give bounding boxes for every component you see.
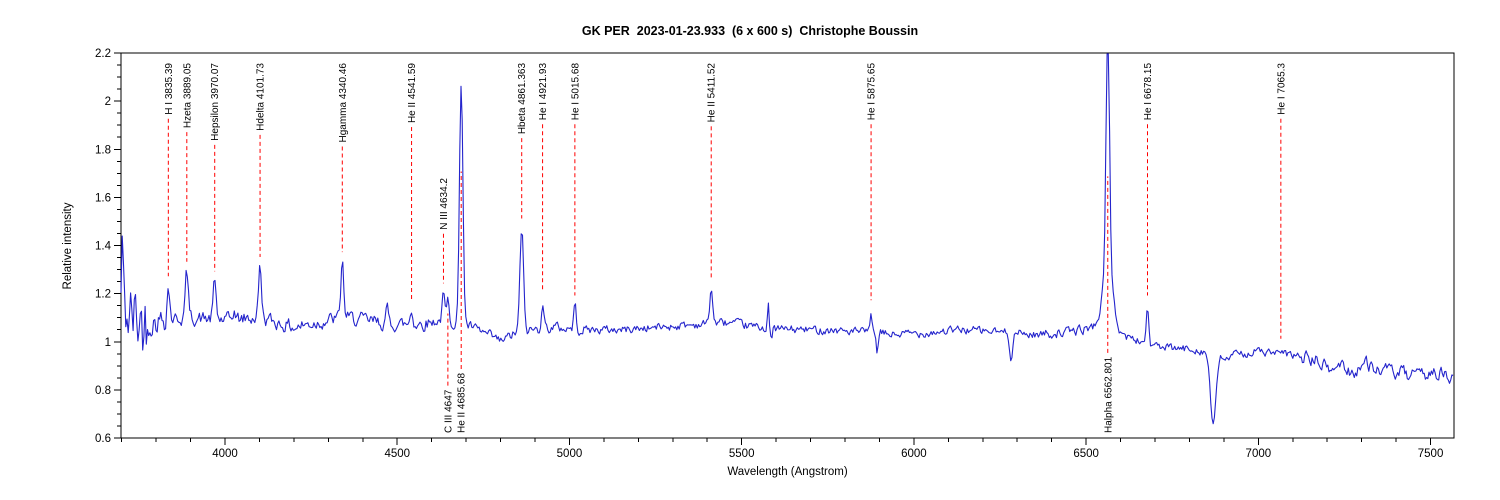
spectral-line-marker: Hgamma 4340.46	[338, 63, 349, 253]
spectral-line-label: H I 3835.39	[164, 63, 175, 115]
spectral-line-marker: Hzeta 3889.05	[182, 63, 193, 262]
x-axis-label: Wavelength (Angstrom)	[727, 466, 848, 478]
spectral-line-marker: Halpha 6562.801	[1103, 176, 1114, 433]
y-tick-label: 2	[105, 96, 111, 108]
x-tick-label: 5000	[557, 448, 583, 460]
chart-title: GK PER 2023-01-23.933 (6 x 600 s) Christ…	[581, 24, 919, 38]
spectral-line-label: Hepsilon 3970.07	[210, 63, 221, 141]
y-tick-label: 0.8	[95, 385, 111, 397]
x-tick-label: 5500	[729, 448, 755, 460]
spectral-line-label: Hdelta 4101.73	[256, 63, 267, 131]
spectral-line-marker: Hdelta 4101.73	[256, 63, 267, 257]
x-tick-label: 4500	[384, 448, 410, 460]
spectral-line-marker: He II 5411.52	[707, 63, 718, 279]
spectral-line-label: He I 6678.15	[1143, 63, 1154, 121]
spectral-line-marker: He II 4541.59	[407, 63, 418, 301]
y-tick-label: 1.6	[95, 192, 111, 204]
spectral-line-marker: Hepsilon 3970.07	[210, 63, 221, 272]
y-tick-label: 2.2	[95, 48, 111, 60]
spectral-line-label: He I 4921.93	[538, 63, 549, 121]
spectral-line-label: He II 5411.52	[707, 63, 718, 123]
spectral-line-label: He I 5015.68	[570, 63, 581, 121]
spectral-line-marker: N III 4634.2	[439, 178, 450, 284]
spectral-line-label: N III 4634.2	[439, 178, 450, 230]
y-tick-label: 1.2	[95, 289, 111, 301]
spectral-line-marker: He I 4921.93	[538, 63, 549, 291]
spectral-line-label: Hbeta 4861.363	[517, 63, 528, 135]
x-tick-label: 7000	[1246, 448, 1272, 460]
spectral-line-marker: H I 3835.39	[164, 63, 175, 277]
x-tick-label: 6000	[901, 448, 927, 460]
y-tick-label: 1	[105, 337, 111, 349]
spectral-line-marker: C III 4647	[443, 313, 454, 433]
y-tick-label: 0.6	[95, 433, 111, 445]
spectral-line-label: He II 4541.59	[407, 63, 418, 123]
spectral-line-marker: He I 5015.68	[570, 63, 581, 296]
x-tick-label: 7500	[1418, 448, 1444, 460]
spectral-line-marker: He I 5875.65	[867, 63, 878, 301]
spectral-line-label: Halpha 6562.801	[1103, 356, 1114, 433]
spectral-line-marker: He I 7065.3	[1276, 63, 1287, 339]
spectral-line-label: He II 4685.68	[457, 373, 468, 433]
spectral-line-marker: He II 4685.68	[457, 171, 468, 433]
spectral-line-label: He I 7065.3	[1276, 63, 1287, 115]
spectrum-line	[120, 53, 1454, 425]
spectral-line-label: C III 4647	[443, 389, 454, 433]
spectral-line-marker: Hbeta 4861.363	[517, 63, 528, 219]
x-tick-label: 4000	[212, 448, 238, 460]
y-tick-label: 1.4	[95, 241, 112, 253]
spectral-line-marker: He I 6678.15	[1143, 63, 1154, 296]
plot-frame	[120, 52, 1455, 439]
spectral-line-label: Hzeta 3889.05	[182, 63, 193, 128]
spectral-line-label: Hgamma 4340.46	[338, 63, 349, 143]
x-tick-label: 6500	[1073, 448, 1099, 460]
y-tick-label: 1.8	[95, 144, 111, 156]
spectral-line-label: He I 5875.65	[867, 63, 878, 121]
